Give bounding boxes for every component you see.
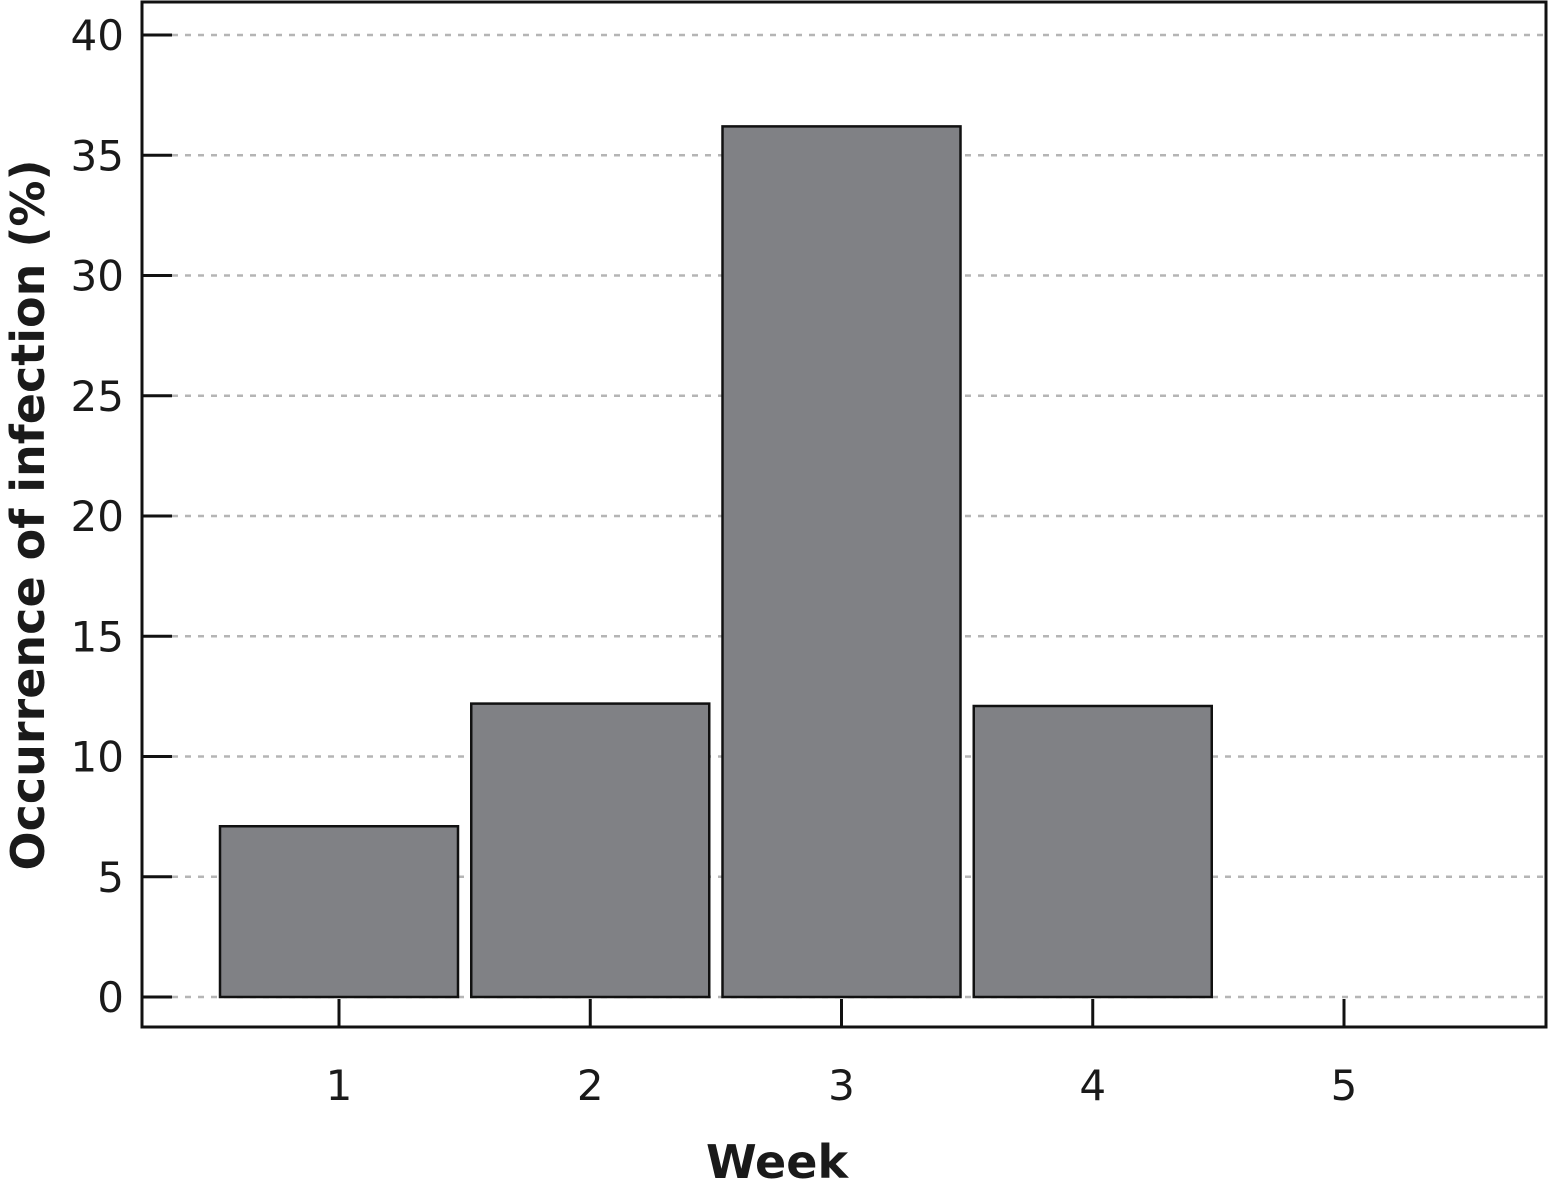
- x-tick-label-3: 3: [828, 1061, 855, 1110]
- y-axis: 0 5 10 15 20 25 30 35 40: [71, 11, 172, 1022]
- y-tick-label-40: 40: [71, 11, 124, 60]
- y-tick-label-0: 0: [97, 973, 124, 1022]
- x-tick-label-4: 4: [1079, 1061, 1106, 1110]
- y-tick-label-25: 25: [71, 372, 124, 421]
- x-axis: 1 2 3 4 5: [326, 999, 1358, 1110]
- y-tick-label-20: 20: [71, 492, 124, 541]
- x-axis-title: Week: [706, 1135, 849, 1181]
- bar-week-2: [470, 702, 711, 999]
- y-tick-label-15: 15: [71, 612, 124, 661]
- x-tick-label-2: 2: [577, 1061, 604, 1110]
- bar-week-4: [972, 704, 1213, 999]
- x-tick-label-1: 1: [326, 1061, 353, 1110]
- x-tick-label-5: 5: [1331, 1061, 1358, 1110]
- bar-week-1: [218, 824, 460, 999]
- bars: [218, 125, 1213, 999]
- y-axis-title: Occurrence of infection (%): [1, 159, 55, 870]
- y-tick-label-10: 10: [71, 733, 124, 782]
- y-tick-label-5: 5: [97, 853, 124, 902]
- y-tick-label-35: 35: [71, 131, 124, 180]
- bar-week-3: [721, 125, 962, 999]
- y-tick-label-30: 30: [71, 252, 124, 301]
